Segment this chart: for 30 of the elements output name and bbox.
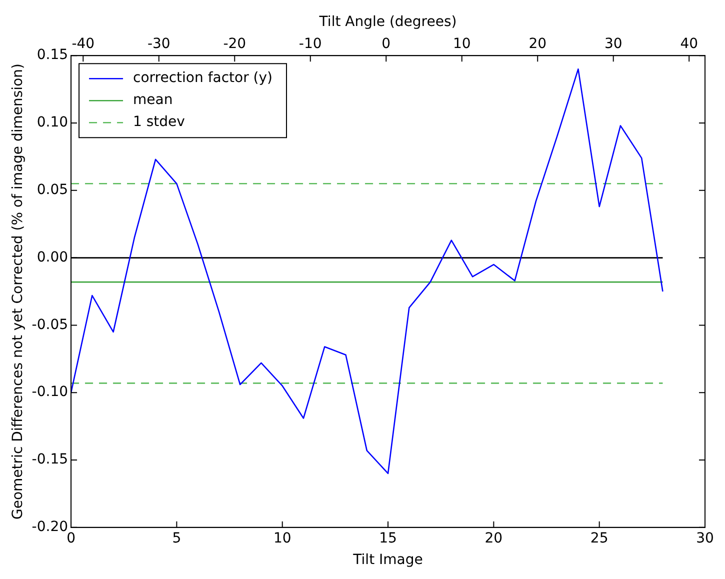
x2-tick-label: -20 bbox=[223, 36, 246, 52]
x-tick-label: 20 bbox=[484, 530, 503, 546]
y-tick-label: -0.05 bbox=[32, 316, 68, 333]
x2-tick-label: 0 bbox=[382, 36, 391, 52]
legend-label: correction factor (y) bbox=[133, 70, 273, 86]
y-tick-label: -0.15 bbox=[32, 452, 68, 468]
y-tick-label: 0.15 bbox=[36, 47, 68, 64]
x2-tick-label: -10 bbox=[298, 36, 322, 52]
x2-tick-label: -30 bbox=[147, 36, 170, 52]
y-tick-label: -0.20 bbox=[32, 519, 68, 536]
x2-tick-label: -40 bbox=[72, 36, 95, 52]
x2-tick-label: 30 bbox=[604, 36, 622, 52]
x-tick-label: 30 bbox=[696, 530, 714, 546]
y-axis-title: Geometric Differences not yet Corrected (% of image dimension) bbox=[10, 64, 26, 520]
x-tick-label: 5 bbox=[172, 530, 182, 546]
x2-tick-label: 10 bbox=[452, 36, 471, 52]
legend-label: mean bbox=[133, 92, 173, 108]
x2-tick-label: 20 bbox=[528, 36, 547, 52]
x2-axis-title: Tilt Angle (degrees) bbox=[318, 14, 457, 30]
y-tick-label: 0.05 bbox=[36, 182, 68, 198]
x-axis-title: Tilt Image bbox=[352, 552, 423, 568]
x-tick-label: 15 bbox=[379, 530, 397, 546]
x2-tick-label: 40 bbox=[680, 36, 698, 52]
y-tick-label: 0.00 bbox=[36, 249, 68, 266]
x-tick-label: 10 bbox=[273, 530, 292, 546]
legend-label: 1 stdev bbox=[133, 114, 185, 130]
y-tick-label: -0.10 bbox=[32, 384, 68, 400]
x-tick-label: 25 bbox=[590, 530, 608, 546]
x-tick-label: 0 bbox=[66, 530, 76, 546]
y-tick-label: 0.10 bbox=[36, 114, 68, 131]
